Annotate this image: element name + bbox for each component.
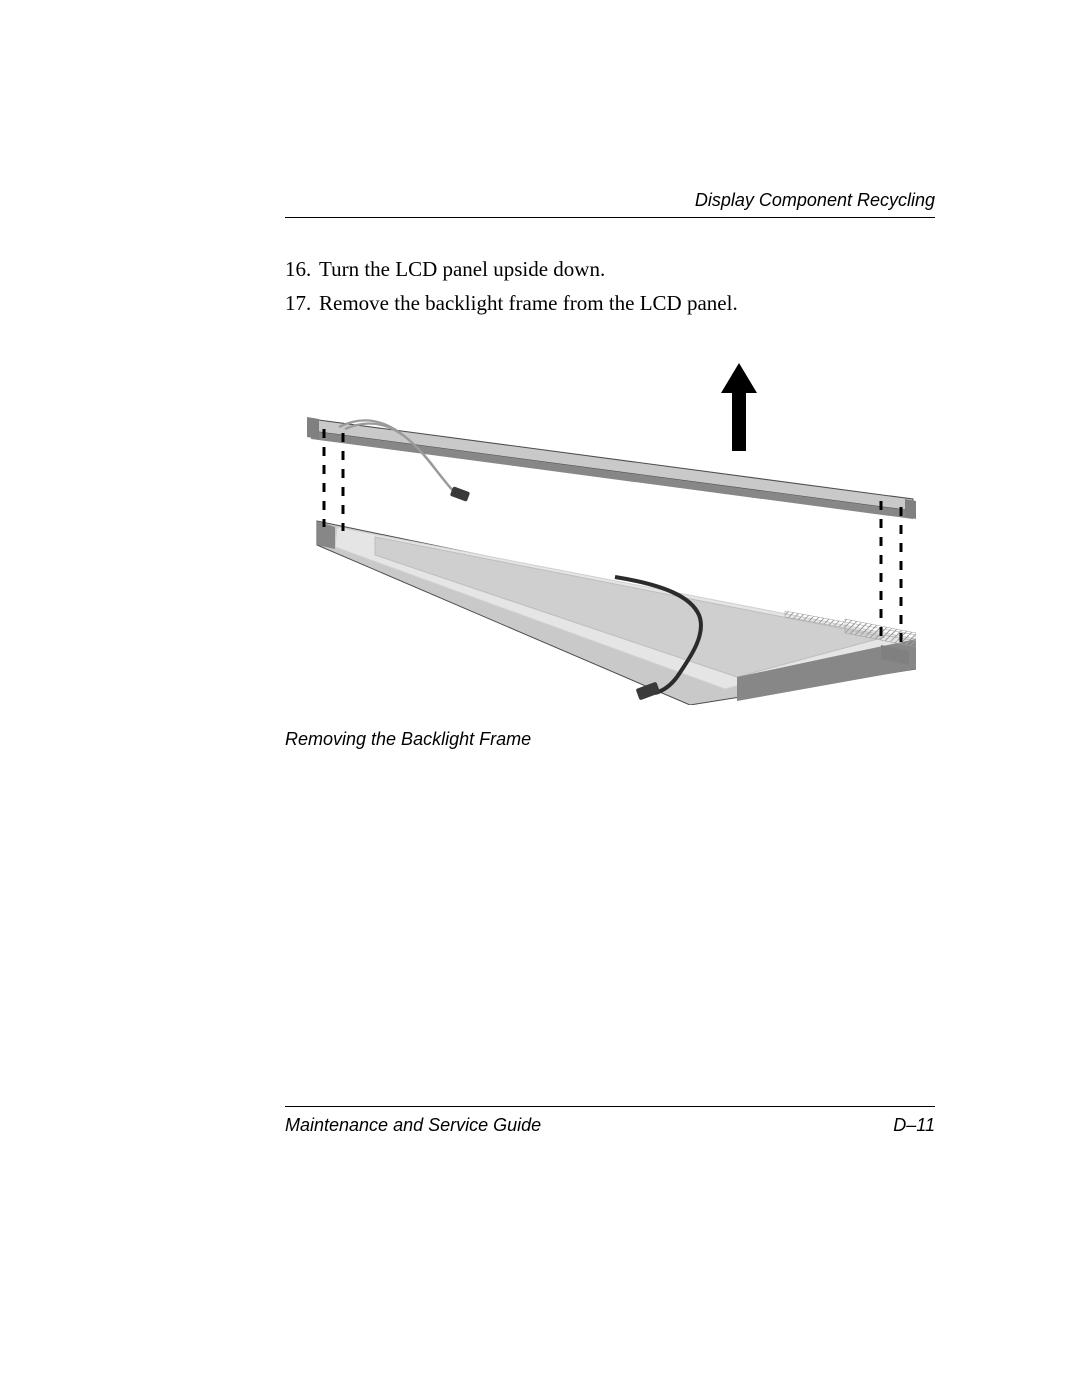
- header-rule: [285, 217, 935, 218]
- figure-backlight-frame: [285, 359, 916, 705]
- step-number: 17.: [285, 288, 319, 318]
- step-17: 17. Remove the backlight frame from the …: [285, 288, 935, 318]
- page-footer: Maintenance and Service Guide D–11: [285, 1106, 935, 1136]
- footer-rule: [285, 1106, 935, 1107]
- step-text: Turn the LCD panel upside down.: [319, 254, 605, 284]
- footer-right: D–11: [893, 1115, 935, 1136]
- instruction-steps: 16. Turn the LCD panel upside down. 17. …: [285, 254, 935, 319]
- step-16: 16. Turn the LCD panel upside down.: [285, 254, 935, 284]
- step-number: 16.: [285, 254, 319, 284]
- figure-caption: Removing the Backlight Frame: [285, 729, 935, 750]
- header-section-title: Display Component Recycling: [695, 190, 935, 210]
- page-content: Display Component Recycling 16. Turn the…: [285, 190, 935, 750]
- footer-left: Maintenance and Service Guide: [285, 1115, 541, 1136]
- step-text: Remove the backlight frame from the LCD …: [319, 288, 738, 318]
- diagram-svg: [285, 359, 916, 705]
- running-header: Display Component Recycling: [285, 190, 935, 211]
- footer-row: Maintenance and Service Guide D–11: [285, 1115, 935, 1136]
